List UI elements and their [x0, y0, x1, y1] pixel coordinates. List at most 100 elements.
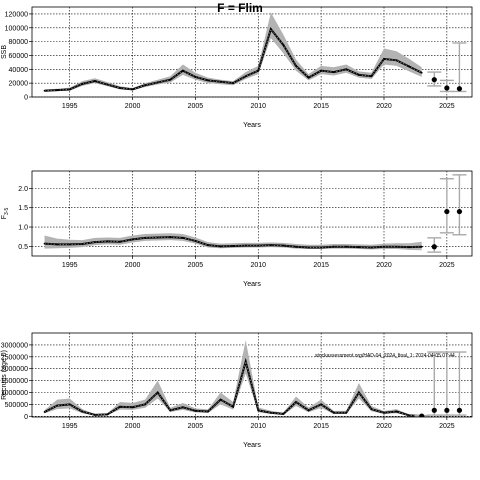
chart-1-estimate-point	[320, 246, 323, 249]
chart-0-estimate-point	[257, 69, 260, 72]
chart-1-forecast-point	[456, 208, 463, 215]
chart-1-estimate-point	[81, 243, 84, 245]
chart-0-estimate-point	[219, 80, 222, 83]
chart-2-ytick-label: 500000	[5, 402, 28, 409]
chart-0-ytick-label: 0	[24, 95, 28, 102]
chart-0-estimate-point	[345, 68, 348, 71]
chart-2-estimate-point	[131, 406, 134, 409]
chart-1-forecast-point	[431, 244, 437, 250]
chart-2-xtick-label: 1995	[62, 423, 78, 430]
chart-1-xtick-label: 2025	[439, 262, 455, 269]
chart-2-forecast-point	[419, 413, 425, 417]
chart-1-estimate-point	[156, 236, 159, 239]
chart-2-xtick-label: 2020	[376, 423, 392, 430]
chart-2-estimate-point	[43, 411, 46, 413]
chart-title: F = Flim	[217, 1, 263, 15]
chart-0-estimate-point	[169, 78, 172, 81]
chart-0-estimate-point	[395, 59, 398, 62]
chart-2-ytick-label: 1500000	[1, 378, 28, 385]
chart-1-estimate-point	[257, 244, 260, 247]
chart-0-estimate-point	[93, 80, 96, 82]
chart-2-forecast-errorbar	[452, 351, 467, 416]
chart-2-estimate-point	[106, 413, 109, 416]
chart-1-forecast-point	[444, 208, 450, 215]
chart-0-estimate-point	[307, 76, 310, 79]
chart-1-estimate-point	[420, 245, 423, 248]
chart-2-estimate-point	[181, 406, 184, 409]
chart-0-estimate-point	[282, 44, 285, 46]
chart-1-xtick-label: 2005	[188, 262, 204, 269]
chart-0-grid	[32, 7, 472, 98]
chart-2-estimate-point	[219, 398, 222, 401]
chart-0-ylabel: SSB	[1, 45, 8, 59]
chart-0-frame	[31, 6, 473, 98]
chart-1-estimate-point	[408, 246, 411, 249]
chart-0-xlabel: Years	[243, 122, 261, 129]
chart-0-forecast-point	[456, 86, 463, 92]
chart-1-confidence-band	[44, 233, 422, 251]
chart-0-xtick-label: 1995	[62, 103, 78, 110]
chart-0-xtick-label: 2000	[125, 103, 141, 110]
chart-0-estimate-point	[269, 28, 272, 31]
chart-2-estimate-point	[357, 391, 360, 394]
chart-1-xtick-label: 2000	[125, 262, 141, 269]
chart-1-estimate-point	[269, 244, 272, 247]
chart-0-xtick-label: 2025	[439, 103, 455, 110]
chart-2-estimate-point	[408, 414, 411, 417]
chart-0-ytick-label: 100000	[5, 25, 28, 32]
chart-2-estimate-point	[156, 391, 159, 394]
chart-1-xtick-label: 2015	[313, 262, 329, 269]
chart-1-xtick-label: 2010	[250, 262, 266, 269]
chart-2-estimate-point	[56, 404, 59, 407]
chart-0-estimate-point	[207, 79, 209, 82]
chart-0-estimate-point	[244, 75, 247, 78]
chart-1-estimate-point	[307, 246, 310, 249]
chart-1-estimate-point	[232, 245, 235, 247]
chart-2-forecast-errorbar	[439, 351, 454, 416]
chart-1-xlabel: Years	[243, 281, 261, 288]
chart-1-estimate-point	[295, 245, 297, 248]
chart-0-xtick-label: 2010	[250, 103, 266, 110]
chart-1-estimate-point	[144, 236, 147, 239]
chart-1-estimate-point	[357, 246, 360, 249]
chart-1-ytick-label: 0.5	[18, 244, 28, 251]
chart-1-estimate-point	[56, 243, 59, 246]
chart-1-frame	[31, 170, 473, 257]
chart-2-ytick-label: 0	[24, 414, 28, 421]
chart-2-estimate-point	[282, 413, 285, 415]
chart-1-estimate-point	[131, 238, 134, 241]
chart-1-xtick-label: 1995	[62, 262, 78, 269]
chart-0-estimate-point	[144, 84, 147, 87]
chart-0-estimate-point	[383, 58, 385, 60]
chart-1-estimate-point	[181, 236, 184, 239]
chart-2-frame	[31, 332, 473, 418]
chart-2-estimate-line	[44, 357, 422, 417]
chart-2-forecast-errorbar	[427, 351, 442, 416]
chart-1-estimate-point	[219, 245, 222, 248]
chart-0-estimate-point	[131, 88, 134, 91]
chart-2-estimate-point	[81, 410, 84, 413]
chart-1-estimate-point	[395, 245, 398, 248]
chart-0-confidence-band	[44, 12, 422, 92]
chart-0-estimate-point	[332, 71, 335, 73]
chart-1-estimate-point	[332, 245, 335, 248]
chart-2-estimate-point	[93, 413, 96, 416]
chart-1-ylabel: F3-5	[1, 208, 10, 220]
chart-1-estimate-point	[370, 246, 373, 249]
chart-0-estimate-point	[156, 81, 159, 84]
chart-1-estimate-point	[43, 242, 46, 245]
chart-1-xtick-label: 2020	[376, 262, 392, 269]
chart-1-estimate-point	[207, 244, 209, 247]
chart-2-estimate-point	[345, 411, 348, 414]
chart-1-estimate-point	[68, 243, 71, 246]
chart-2-xtick-label: 2010	[250, 423, 266, 430]
chart-0-ytick-label: 40000	[9, 67, 29, 74]
chart-2-ytick-label: 3000000	[1, 342, 28, 349]
chart-1-forecast-errorbar	[452, 174, 467, 236]
chart-2-forecast-point	[444, 407, 450, 413]
chart-2-xtick-label: 2000	[125, 423, 141, 430]
chart-0-xtick-label: 2015	[313, 103, 329, 110]
chart-1-forecast-errorbar	[439, 178, 454, 234]
chart-0-ytick-label: 60000	[9, 53, 29, 60]
